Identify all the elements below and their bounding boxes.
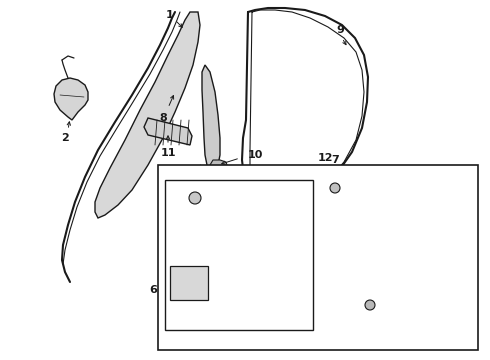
Polygon shape: [288, 235, 300, 255]
Text: 6: 6: [149, 285, 157, 295]
Polygon shape: [398, 228, 408, 244]
Polygon shape: [300, 185, 385, 286]
Polygon shape: [95, 12, 200, 218]
Text: 4: 4: [206, 338, 214, 348]
Polygon shape: [308, 195, 376, 276]
Text: 10: 10: [247, 150, 263, 160]
Text: 1: 1: [166, 10, 174, 20]
Text: 12: 12: [317, 153, 333, 163]
Circle shape: [189, 192, 201, 204]
Text: 11: 11: [160, 148, 176, 158]
Polygon shape: [202, 65, 220, 170]
Text: 8: 8: [159, 113, 167, 123]
Bar: [158, 165, 478, 350]
Polygon shape: [54, 78, 88, 120]
Polygon shape: [170, 205, 228, 258]
Text: 7: 7: [331, 155, 339, 165]
Polygon shape: [200, 165, 222, 180]
Polygon shape: [388, 308, 402, 318]
Circle shape: [365, 300, 375, 310]
Text: 2: 2: [61, 133, 69, 143]
Bar: [165, 180, 313, 330]
Polygon shape: [210, 160, 228, 172]
Text: 5: 5: [224, 177, 232, 187]
Circle shape: [330, 183, 340, 193]
Text: 9: 9: [336, 25, 344, 35]
Polygon shape: [177, 212, 222, 252]
Polygon shape: [292, 175, 344, 192]
Bar: [170, 266, 208, 300]
Polygon shape: [144, 118, 192, 145]
Text: 3: 3: [281, 342, 289, 352]
